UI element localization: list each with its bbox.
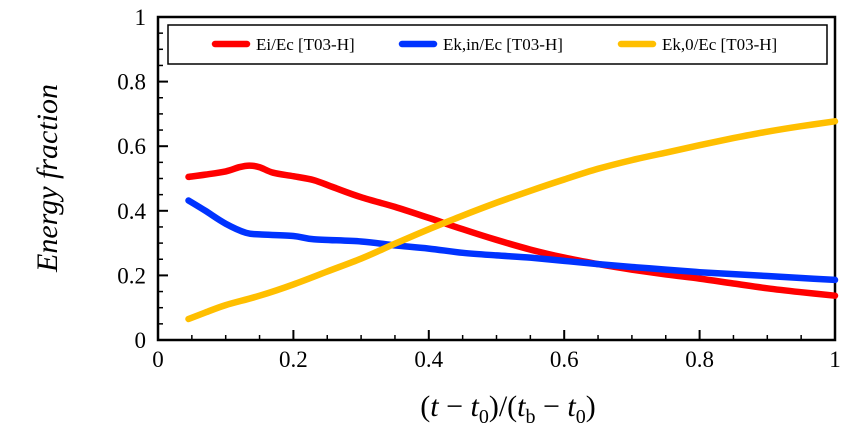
y-tick-label: 0.8	[117, 70, 146, 95]
plot-area	[156, 15, 837, 342]
y-tick-label: 0.2	[117, 263, 146, 288]
legend-label-ei-ec: Ei/Ec [T03-H]	[256, 35, 355, 54]
x-axis: 0 0.2 0.4 0.6 0.8 1	[152, 330, 841, 372]
series-layer	[185, 118, 839, 323]
y-axis-title: Energy fraction	[31, 84, 64, 273]
x-tick-label: 0.6	[550, 347, 579, 372]
legend-label-ek-in-ec: Ek,in/Ec [T03-H]	[443, 35, 563, 54]
legend: Ei/Ec [T03-H] Ek,in/Ec [T03-H] Ek,0/Ec [T0…	[167, 24, 828, 65]
series-line-ek-0-ec	[185, 118, 839, 323]
x-tick-label: 1	[829, 347, 841, 372]
series-line-ei-ec	[185, 162, 839, 299]
legend-box	[167, 24, 828, 65]
x-tick-label: 0.2	[279, 347, 308, 372]
series-line-ek-in-ec	[185, 197, 839, 284]
legend-label-ek-0-ec: Ek,0/Ec [T03-H]	[662, 35, 777, 54]
y-tick-label: 0	[135, 328, 147, 353]
y-tick-label: 0.6	[117, 134, 146, 159]
x-tick-label: 0	[152, 347, 164, 372]
x-tick-label: 0.4	[414, 347, 443, 372]
plot-frame	[156, 15, 837, 342]
y-tick-label: 1	[135, 5, 147, 30]
y-tick-label: 0.4	[117, 199, 146, 224]
y-axis: 0 0.2 0.4 0.6 0.8 1	[117, 5, 168, 353]
x-tick-label: 0.8	[685, 347, 714, 372]
x-axis-title: (t − t0)/(tb − t0)	[420, 390, 596, 428]
